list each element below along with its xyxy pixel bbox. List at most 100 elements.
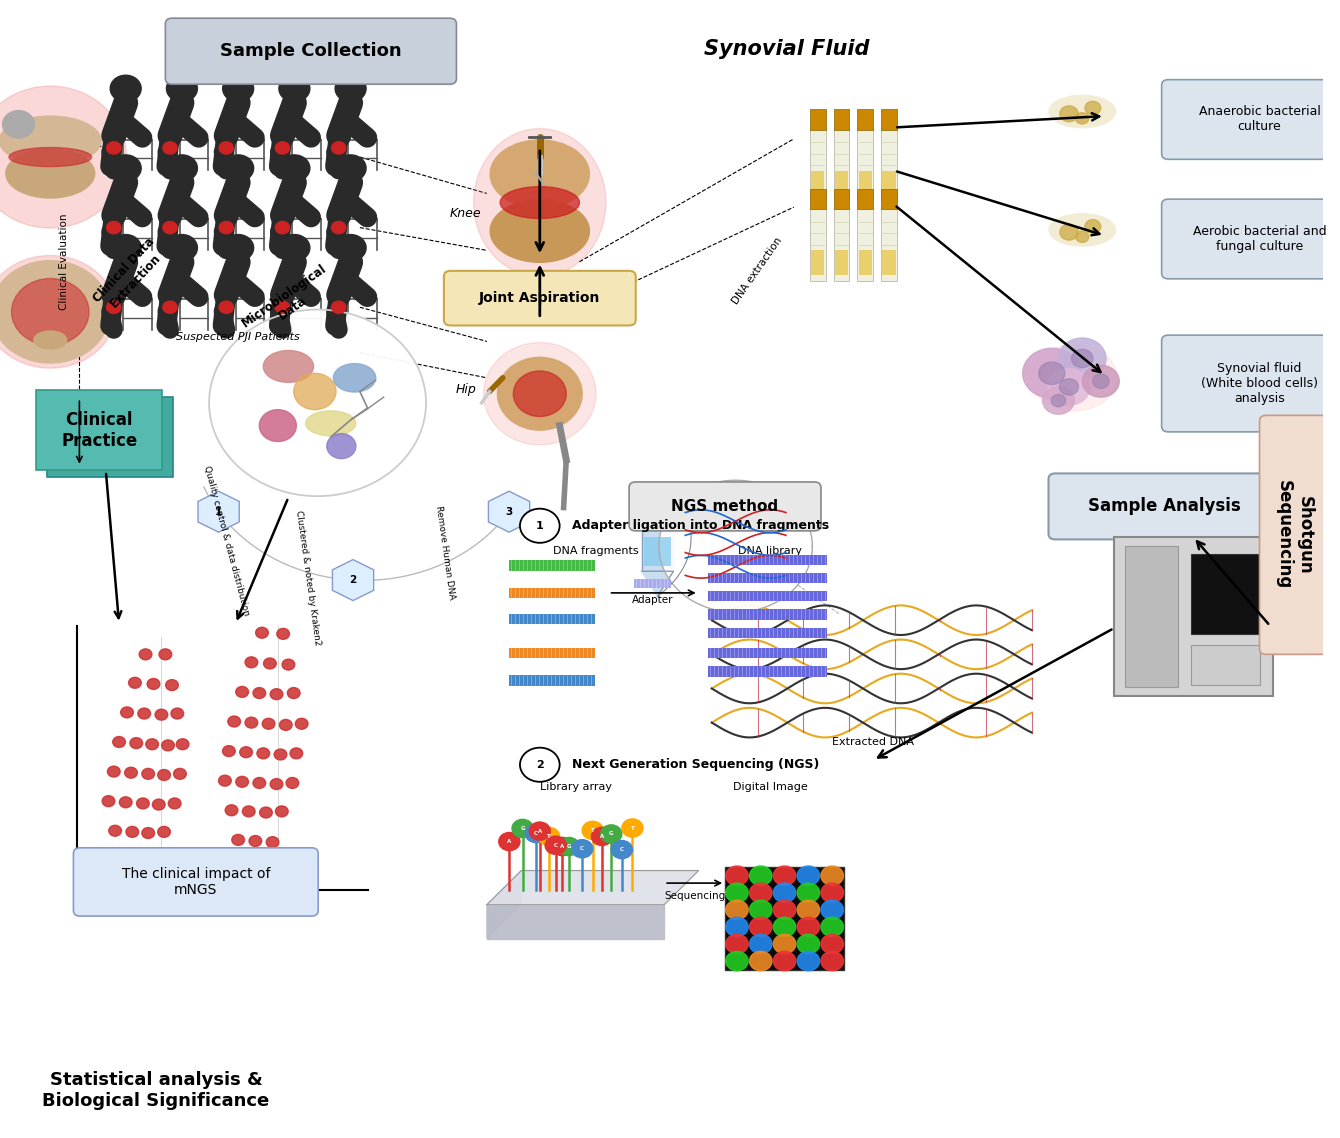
- Circle shape: [174, 768, 186, 780]
- Circle shape: [749, 883, 772, 902]
- Circle shape: [611, 841, 632, 859]
- Ellipse shape: [1049, 96, 1115, 127]
- Circle shape: [513, 371, 567, 417]
- Polygon shape: [489, 492, 529, 533]
- Circle shape: [773, 934, 796, 954]
- Bar: [1114, 537, 1273, 696]
- Circle shape: [285, 777, 299, 789]
- Text: Synovial fluid
(White blood cells)
analysis: Synovial fluid (White blood cells) analy…: [1201, 362, 1319, 405]
- Circle shape: [539, 827, 560, 846]
- Circle shape: [295, 718, 308, 729]
- Circle shape: [159, 649, 172, 660]
- Circle shape: [138, 708, 150, 719]
- Circle shape: [726, 917, 748, 937]
- Circle shape: [257, 748, 269, 759]
- Bar: [882, 189, 896, 209]
- Circle shape: [166, 234, 197, 262]
- Circle shape: [591, 827, 612, 846]
- Bar: [725, 867, 844, 970]
- Ellipse shape: [500, 187, 579, 218]
- Circle shape: [245, 717, 257, 728]
- Circle shape: [797, 951, 820, 971]
- Circle shape: [166, 75, 197, 101]
- Text: Statistical analysis &
Biological Significance: Statistical analysis & Biological Signif…: [43, 1071, 269, 1110]
- Bar: [645, 537, 671, 566]
- Text: A: A: [508, 839, 512, 844]
- Circle shape: [773, 951, 796, 971]
- Circle shape: [110, 155, 141, 181]
- Text: Adapter ligation into DNA fragments: Adapter ligation into DNA fragments: [572, 519, 828, 533]
- FancyBboxPatch shape: [444, 271, 635, 325]
- Text: Anaerobic bacterial
culture: Anaerobic bacterial culture: [1198, 106, 1320, 133]
- Circle shape: [1076, 113, 1089, 124]
- Circle shape: [821, 951, 843, 971]
- Circle shape: [139, 649, 151, 660]
- FancyBboxPatch shape: [1260, 415, 1328, 654]
- Circle shape: [559, 838, 579, 856]
- Text: C: C: [620, 847, 624, 852]
- Circle shape: [279, 234, 310, 262]
- Circle shape: [335, 234, 366, 262]
- Circle shape: [275, 749, 287, 760]
- Circle shape: [121, 707, 134, 718]
- Circle shape: [279, 155, 310, 181]
- Circle shape: [1085, 220, 1100, 233]
- Circle shape: [228, 716, 240, 727]
- Circle shape: [107, 766, 121, 777]
- Bar: [509, 588, 595, 599]
- Bar: [809, 207, 825, 281]
- Circle shape: [726, 900, 748, 920]
- FancyBboxPatch shape: [628, 481, 821, 530]
- Bar: [708, 555, 827, 564]
- Circle shape: [331, 142, 346, 154]
- Circle shape: [1048, 369, 1091, 405]
- Text: Extracted DNA: Extracted DNA: [832, 737, 914, 747]
- Circle shape: [225, 805, 239, 816]
- Circle shape: [520, 509, 560, 543]
- Circle shape: [1052, 395, 1065, 406]
- Circle shape: [162, 740, 174, 751]
- Circle shape: [572, 840, 592, 858]
- FancyBboxPatch shape: [1162, 80, 1340, 159]
- Text: The clinical impact of
mNGS: The clinical impact of mNGS: [122, 867, 271, 897]
- Circle shape: [222, 234, 253, 262]
- Circle shape: [107, 142, 121, 154]
- Circle shape: [153, 799, 165, 810]
- Bar: [811, 250, 824, 275]
- Circle shape: [280, 719, 292, 731]
- Circle shape: [172, 708, 184, 719]
- Circle shape: [155, 709, 168, 720]
- Circle shape: [163, 302, 177, 313]
- Text: 2: 2: [536, 760, 544, 769]
- Circle shape: [253, 687, 265, 699]
- Circle shape: [749, 917, 772, 937]
- Text: A: A: [537, 828, 541, 834]
- Text: DNA fragments: DNA fragments: [552, 546, 638, 555]
- Bar: [883, 250, 895, 275]
- Circle shape: [109, 825, 122, 836]
- Circle shape: [1038, 362, 1065, 385]
- Circle shape: [797, 883, 820, 902]
- Bar: [708, 592, 827, 601]
- Text: 1: 1: [214, 506, 222, 517]
- Circle shape: [1022, 348, 1081, 398]
- Circle shape: [1085, 101, 1100, 115]
- Ellipse shape: [0, 256, 115, 369]
- Bar: [833, 189, 850, 209]
- Circle shape: [119, 797, 133, 808]
- Circle shape: [749, 934, 772, 954]
- Text: Hip: Hip: [456, 382, 476, 396]
- Bar: [708, 667, 827, 676]
- Circle shape: [283, 659, 295, 670]
- Circle shape: [821, 900, 843, 920]
- Text: Joint Aspiration: Joint Aspiration: [480, 291, 600, 305]
- Circle shape: [166, 679, 178, 691]
- Circle shape: [797, 917, 820, 937]
- Circle shape: [1060, 224, 1079, 240]
- Ellipse shape: [1049, 214, 1115, 246]
- Text: Digital Image: Digital Image: [733, 783, 808, 792]
- Bar: [1124, 546, 1178, 687]
- Polygon shape: [486, 871, 521, 939]
- Bar: [809, 109, 825, 130]
- Polygon shape: [486, 871, 698, 905]
